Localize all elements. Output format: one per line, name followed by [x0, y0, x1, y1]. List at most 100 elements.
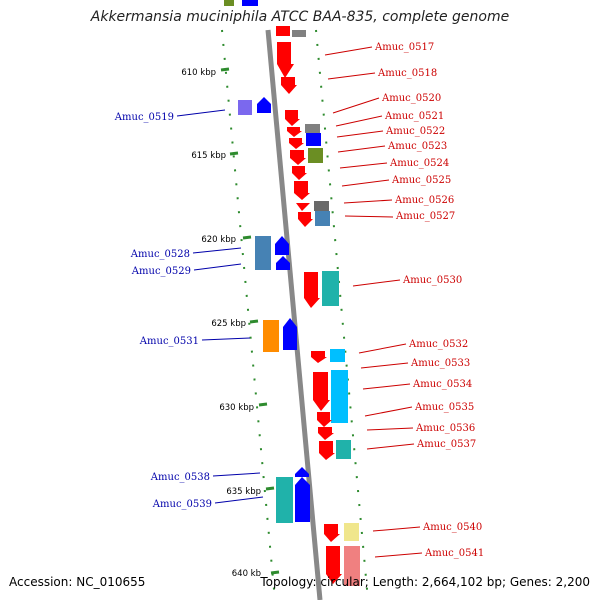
- label-connector: [343, 199, 393, 204]
- tick-mark: [249, 319, 259, 324]
- gene-feature: [306, 133, 321, 146]
- gene-feature: [285, 110, 300, 126]
- gene-label: Amuc_0535: [414, 402, 474, 413]
- tick-label: 630 kbp: [219, 403, 254, 413]
- gene-feature: [290, 150, 306, 165]
- gene-feature: [317, 412, 332, 427]
- gene-label: Amuc_0518: [377, 68, 437, 79]
- gene-label: Amuc_0541: [424, 548, 484, 559]
- gene-label: Amuc_0526: [394, 195, 454, 206]
- gene-feature: [255, 236, 271, 270]
- gene-feature: [277, 42, 294, 78]
- label-connector: [344, 215, 394, 218]
- gene-feature: [257, 97, 271, 113]
- gene-label: Amuc_0530: [402, 275, 462, 286]
- gene-features: [224, 0, 360, 586]
- gene-label: Amuc_0524: [389, 158, 449, 169]
- gene-feature: [336, 440, 351, 459]
- gene-label: Amuc_0517: [374, 42, 434, 53]
- tick-label: 640 kb: [232, 569, 261, 579]
- tick-mark: [265, 486, 275, 491]
- gene-feature: [276, 477, 293, 523]
- tick-label: 635 kbp: [226, 487, 261, 497]
- gene-feature: [326, 546, 342, 584]
- gene-feature: [242, 0, 258, 6]
- label-connector: [358, 343, 407, 354]
- label-connectors: [176, 46, 423, 558]
- gene-label: Amuc_0531: [139, 336, 199, 347]
- gene-label: Amuc_0538: [150, 472, 210, 483]
- gene-label: Amuc_0523: [387, 141, 447, 152]
- gene-feature: [295, 467, 309, 477]
- tick-marks: [220, 67, 280, 575]
- gene-feature: [331, 370, 348, 423]
- gene-label: Amuc_0522: [385, 126, 445, 137]
- gene-feature: [281, 77, 297, 94]
- gene-feature: [295, 477, 310, 522]
- label-connector: [374, 552, 423, 558]
- gene-label: Amuc_0534: [412, 379, 472, 390]
- gene-feature: [263, 320, 279, 352]
- gene-feature: [292, 30, 306, 37]
- label-connector: [372, 526, 421, 532]
- gene-label: Amuc_0537: [416, 439, 476, 450]
- label-connector: [324, 46, 373, 56]
- label-connector: [176, 109, 226, 117]
- label-connector: [341, 179, 390, 187]
- label-connector: [366, 427, 414, 431]
- label-connector: [193, 263, 242, 271]
- label-connector: [360, 362, 409, 369]
- gene-label: Amuc_0533: [410, 358, 470, 369]
- genome-summary-text: Topology: circular; Length: 2,664,102 bp…: [260, 575, 590, 589]
- gene-label: Amuc_0519: [114, 112, 174, 123]
- label-connector: [336, 130, 384, 138]
- outer-guide-line: [315, 29, 369, 600]
- gene-feature: [276, 26, 290, 36]
- gene-label: Amuc_0532: [408, 339, 468, 350]
- gene-feature: [304, 272, 320, 308]
- gene-feature: [330, 349, 345, 362]
- gene-feature: [275, 236, 289, 255]
- gene-feature: [294, 181, 310, 200]
- gene-label: Amuc_0528: [130, 249, 190, 260]
- gene-feature: [318, 427, 334, 440]
- gene-label: Amuc_0521: [384, 111, 444, 122]
- gene-feature: [315, 211, 330, 226]
- gene-feature: [224, 0, 234, 6]
- tick-mark: [258, 402, 268, 407]
- gene-feature: [276, 256, 290, 270]
- tick-mark: [270, 570, 280, 575]
- gene-labels: Amuc_0517 Amuc_0518 Amuc_0520 Amuc_0521 Amuc…: [114, 42, 484, 559]
- tick-label: 620 kbp: [201, 235, 236, 245]
- gene-feature: [238, 100, 252, 115]
- gene-feature: [287, 127, 302, 137]
- gene-feature: [344, 523, 359, 541]
- gene-label: Amuc_0520: [381, 93, 441, 104]
- gene-label: Amuc_0525: [391, 175, 451, 186]
- tick-mark: [242, 235, 252, 240]
- label-connector: [212, 472, 261, 477]
- gene-feature: [313, 372, 330, 411]
- inner-guide-line: [221, 29, 276, 600]
- label-connector: [335, 115, 383, 127]
- gene-label: Amuc_0539: [152, 499, 212, 510]
- gene-feature: [308, 148, 323, 163]
- gene-feature: [298, 212, 313, 227]
- gene-feature: [344, 546, 360, 586]
- gene-label: Amuc_0536: [415, 423, 475, 434]
- label-connector: [192, 247, 242, 254]
- gene-feature: [292, 166, 307, 180]
- label-connector: [339, 162, 388, 169]
- tick-label: 610 kbp: [181, 68, 216, 78]
- label-connector: [352, 279, 401, 287]
- gene-label: Amuc_0529: [131, 266, 191, 277]
- label-connector: [327, 72, 376, 80]
- label-connector: [201, 337, 251, 341]
- gene-feature: [283, 318, 297, 350]
- label-connector: [332, 97, 380, 114]
- gene-label: Amuc_0540: [422, 522, 482, 533]
- tick-labels: 610 kbp 615 kbp 620 kbp 625 kbp 630 kbp 635 k…: [181, 68, 261, 579]
- gene-feature: [311, 351, 327, 363]
- gene-feature: [319, 441, 335, 460]
